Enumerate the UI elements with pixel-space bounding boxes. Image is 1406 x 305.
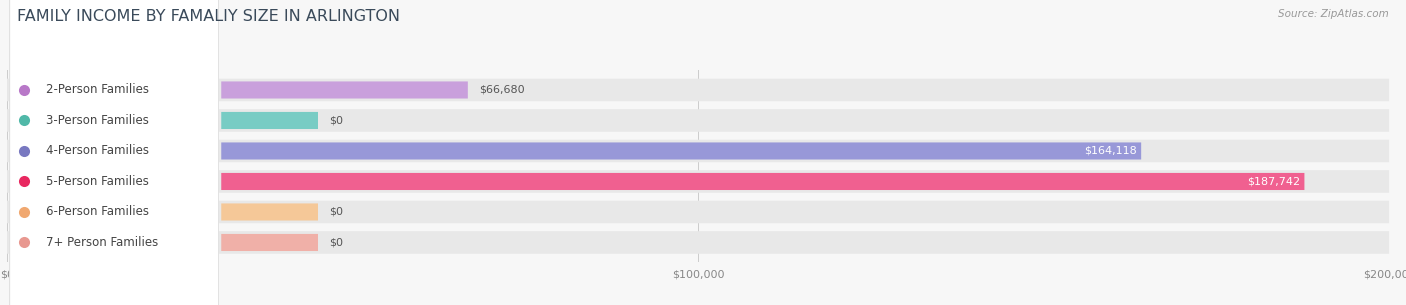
Text: 4-Person Families: 4-Person Families bbox=[46, 145, 149, 157]
Text: FAMILY INCOME BY FAMALIY SIZE IN ARLINGTON: FAMILY INCOME BY FAMALIY SIZE IN ARLINGT… bbox=[17, 9, 399, 24]
Text: Source: ZipAtlas.com: Source: ZipAtlas.com bbox=[1278, 9, 1389, 19]
Text: 3-Person Families: 3-Person Families bbox=[46, 114, 149, 127]
FancyBboxPatch shape bbox=[7, 201, 1389, 223]
Text: $0: $0 bbox=[329, 207, 343, 217]
FancyBboxPatch shape bbox=[221, 173, 1305, 190]
FancyBboxPatch shape bbox=[221, 234, 318, 251]
FancyBboxPatch shape bbox=[10, 0, 218, 305]
Text: 7+ Person Families: 7+ Person Families bbox=[46, 236, 157, 249]
Text: $0: $0 bbox=[329, 116, 343, 125]
FancyBboxPatch shape bbox=[221, 112, 318, 129]
Text: $187,742: $187,742 bbox=[1247, 177, 1301, 186]
FancyBboxPatch shape bbox=[221, 203, 318, 221]
FancyBboxPatch shape bbox=[7, 170, 1389, 193]
FancyBboxPatch shape bbox=[10, 0, 218, 305]
FancyBboxPatch shape bbox=[221, 142, 1142, 160]
FancyBboxPatch shape bbox=[10, 0, 218, 305]
FancyBboxPatch shape bbox=[7, 109, 1389, 132]
FancyBboxPatch shape bbox=[10, 0, 218, 305]
Text: 2-Person Families: 2-Person Families bbox=[46, 84, 149, 96]
Text: 5-Person Families: 5-Person Families bbox=[46, 175, 149, 188]
FancyBboxPatch shape bbox=[221, 81, 468, 99]
Text: $0: $0 bbox=[329, 238, 343, 247]
FancyBboxPatch shape bbox=[10, 0, 218, 305]
FancyBboxPatch shape bbox=[7, 231, 1389, 254]
Text: $164,118: $164,118 bbox=[1084, 146, 1137, 156]
FancyBboxPatch shape bbox=[10, 0, 218, 305]
FancyBboxPatch shape bbox=[7, 140, 1389, 162]
FancyBboxPatch shape bbox=[7, 79, 1389, 101]
Text: 6-Person Families: 6-Person Families bbox=[46, 206, 149, 218]
Text: $66,680: $66,680 bbox=[479, 85, 524, 95]
